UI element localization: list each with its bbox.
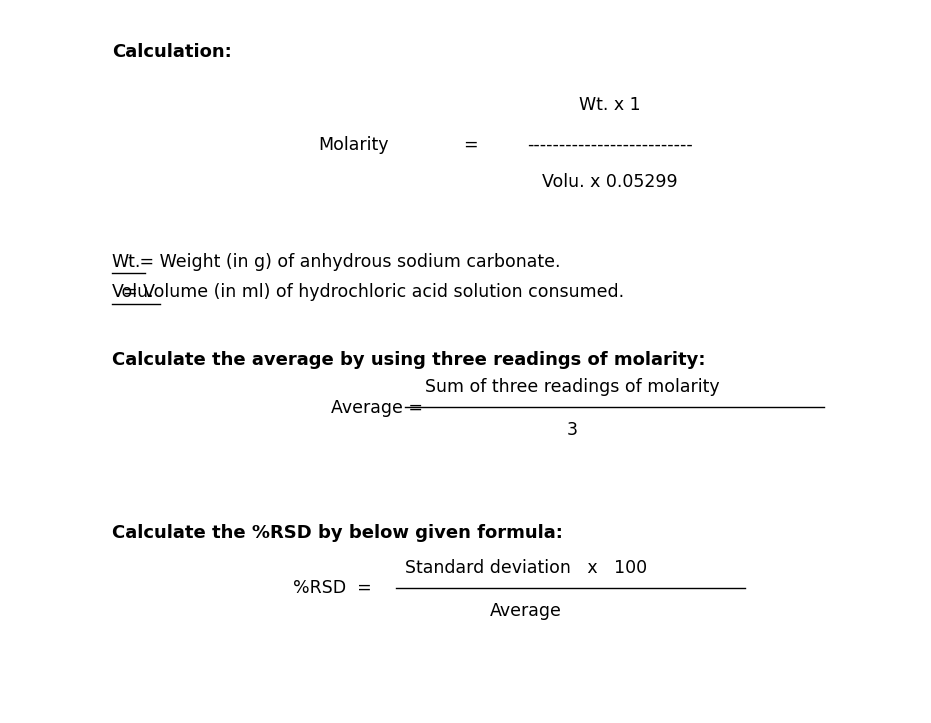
- Text: 3: 3: [567, 422, 578, 439]
- Text: Wt.: Wt.: [112, 253, 142, 271]
- Text: Standard deviation   x   100: Standard deviation x 100: [405, 559, 647, 576]
- Text: Average: Average: [490, 602, 562, 620]
- Text: Calculate the average by using three readings of molarity:: Calculate the average by using three rea…: [112, 351, 705, 369]
- Text: Calculation:: Calculation:: [112, 43, 232, 61]
- Text: Volu. x 0.05299: Volu. x 0.05299: [542, 174, 678, 191]
- Text: --------------------------: --------------------------: [527, 136, 693, 153]
- Text: Calculate the %RSD by below given formula:: Calculate the %RSD by below given formul…: [112, 524, 562, 542]
- Text: Average =: Average =: [331, 400, 428, 417]
- Text: = Weight (in g) of anhydrous sodium carbonate.: = Weight (in g) of anhydrous sodium carb…: [112, 253, 560, 271]
- Text: =: =: [463, 136, 478, 153]
- Text: Sum of three readings of molarity: Sum of three readings of molarity: [425, 378, 720, 395]
- Text: Volu.: Volu.: [112, 283, 155, 301]
- Text: Wt. x 1: Wt. x 1: [579, 96, 641, 114]
- Text: %RSD  =: %RSD =: [293, 579, 372, 596]
- Text: = Volume (in ml) of hydrochloric acid solution consumed.: = Volume (in ml) of hydrochloric acid so…: [112, 283, 624, 301]
- Text: Molarity: Molarity: [318, 136, 389, 153]
